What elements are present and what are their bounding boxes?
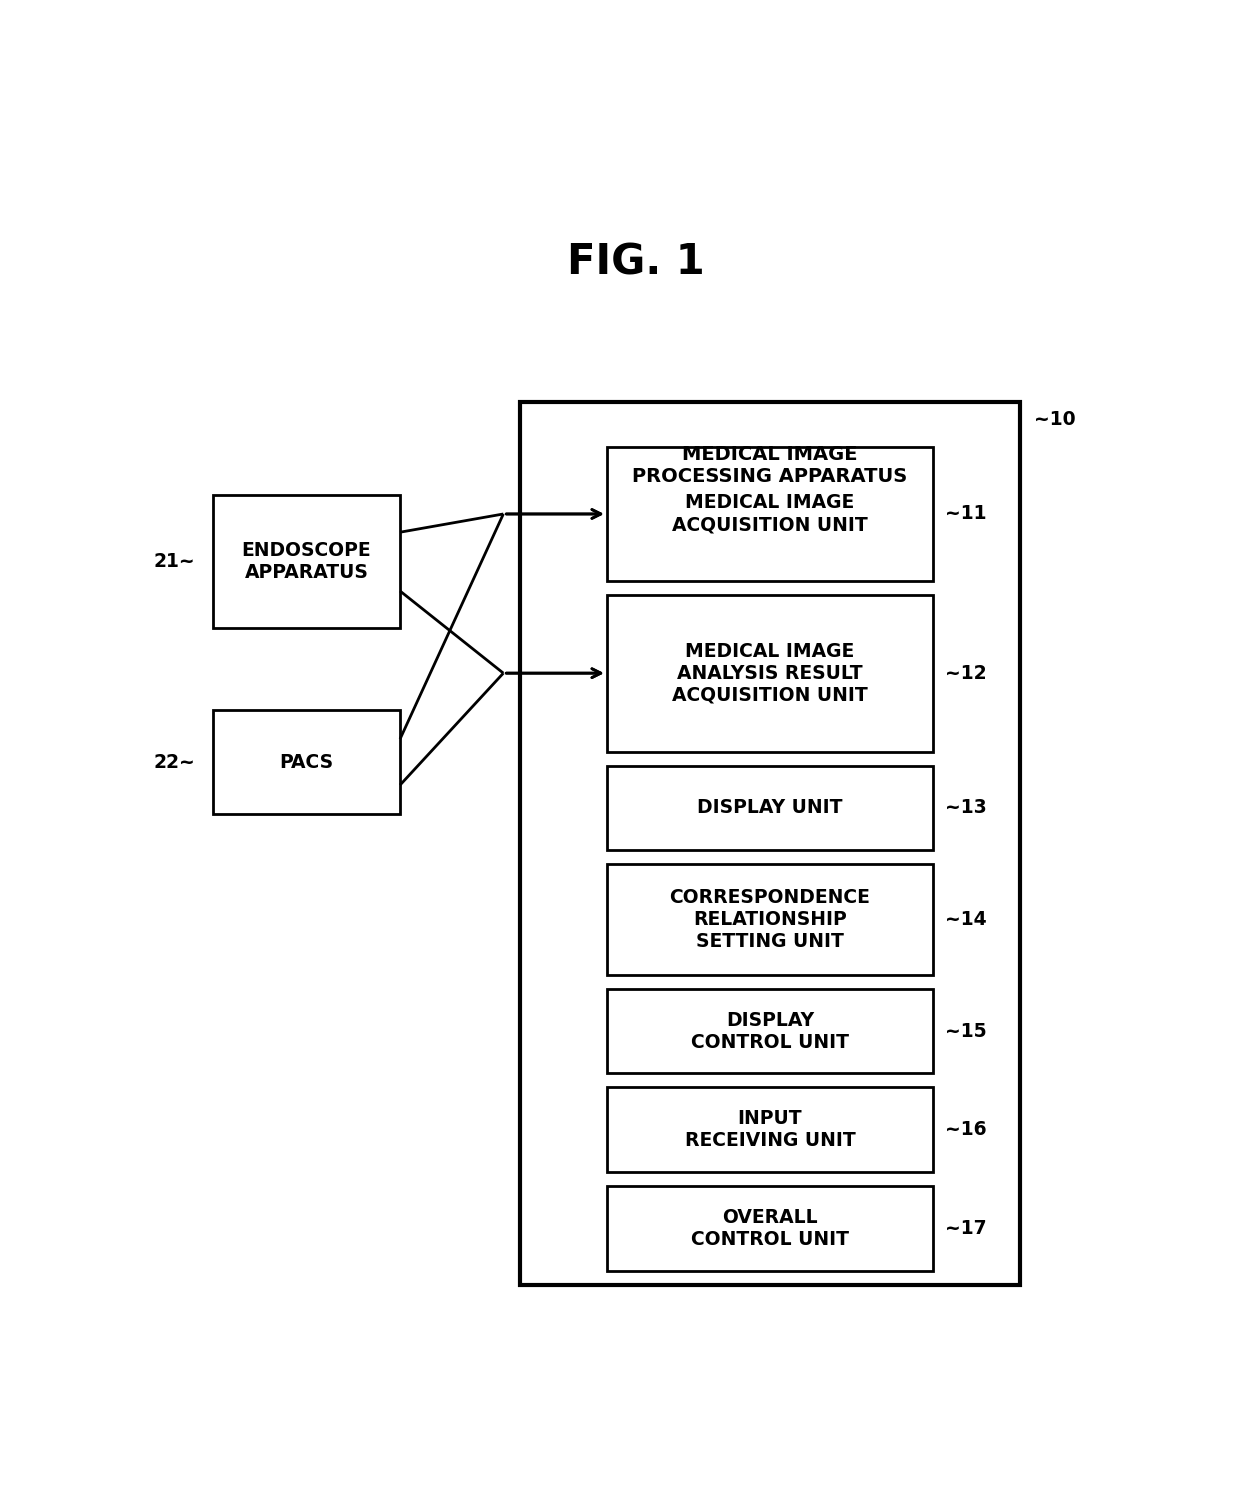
- Bar: [521, 401, 1021, 1286]
- Text: INPUT
RECEIVING UNIT: INPUT RECEIVING UNIT: [684, 1109, 856, 1150]
- Bar: [606, 1186, 934, 1271]
- Text: ~11: ~11: [945, 504, 987, 524]
- Bar: [606, 865, 934, 975]
- Bar: [606, 1088, 934, 1172]
- Text: CORRESPONDENCE
RELATIONSHIP
SETTING UNIT: CORRESPONDENCE RELATIONSHIP SETTING UNIT: [670, 887, 870, 951]
- Text: ENDOSCOPE
APPARATUS: ENDOSCOPE APPARATUS: [242, 542, 371, 582]
- Text: MEDICAL IMAGE
PROCESSING APPARATUS: MEDICAL IMAGE PROCESSING APPARATUS: [632, 445, 908, 486]
- Text: 21~: 21~: [154, 552, 196, 570]
- Text: DISPLAY
CONTROL UNIT: DISPLAY CONTROL UNIT: [691, 1011, 849, 1052]
- Text: ~14: ~14: [945, 910, 987, 930]
- Text: ~16: ~16: [945, 1120, 987, 1139]
- Text: PACS: PACS: [279, 753, 334, 771]
- Text: DISPLAY UNIT: DISPLAY UNIT: [697, 798, 843, 818]
- Text: ~17: ~17: [945, 1219, 987, 1237]
- Bar: [213, 495, 401, 628]
- Bar: [606, 988, 934, 1073]
- Text: ~15: ~15: [945, 1022, 987, 1041]
- Text: OVERALL
CONTROL UNIT: OVERALL CONTROL UNIT: [691, 1209, 849, 1249]
- Text: ~10: ~10: [1034, 410, 1076, 429]
- Text: MEDICAL IMAGE
ANALYSIS RESULT
ACQUISITION UNIT: MEDICAL IMAGE ANALYSIS RESULT ACQUISITIO…: [672, 641, 868, 705]
- Text: ~13: ~13: [945, 798, 987, 818]
- Bar: [213, 709, 401, 815]
- Bar: [606, 765, 934, 851]
- Text: FIG. 1: FIG. 1: [567, 241, 704, 284]
- Text: 22~: 22~: [154, 753, 196, 771]
- Text: MEDICAL IMAGE
ACQUISITION UNIT: MEDICAL IMAGE ACQUISITION UNIT: [672, 493, 868, 534]
- Bar: [606, 447, 934, 581]
- Text: ~12: ~12: [945, 664, 987, 682]
- Bar: [606, 595, 934, 751]
